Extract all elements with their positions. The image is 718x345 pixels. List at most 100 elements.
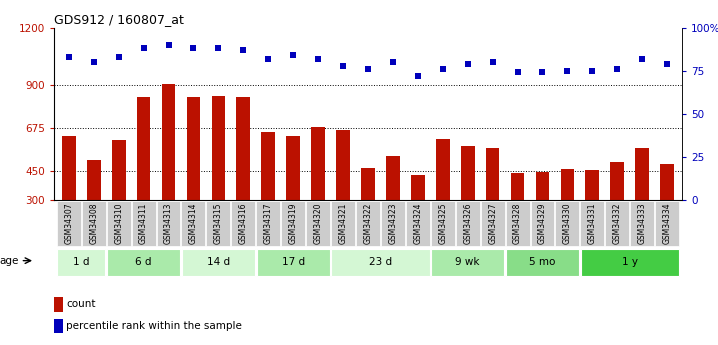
Text: GSM34330: GSM34330 [563, 203, 572, 244]
Point [412, 73, 424, 79]
Text: GSM34320: GSM34320 [314, 203, 322, 244]
Point [337, 63, 349, 68]
Bar [107, 200, 131, 246]
Bar [381, 200, 405, 246]
Bar [510, 173, 524, 200]
Bar [261, 132, 275, 200]
Point [287, 52, 299, 58]
Text: GSM34317: GSM34317 [264, 203, 273, 244]
Bar [436, 139, 449, 200]
Text: 23 d: 23 d [369, 257, 392, 267]
Bar [331, 200, 355, 246]
Text: GSM34331: GSM34331 [588, 203, 597, 244]
Bar [336, 130, 350, 200]
Bar [236, 97, 250, 200]
Text: GSM34324: GSM34324 [414, 203, 422, 244]
Bar [306, 200, 330, 246]
Text: GSM34328: GSM34328 [513, 203, 522, 244]
Point [661, 61, 673, 67]
Bar [480, 200, 505, 246]
Bar [182, 200, 205, 246]
Text: GSM34327: GSM34327 [488, 203, 497, 244]
Bar [54, 297, 63, 312]
Text: GSM34325: GSM34325 [438, 203, 447, 244]
Point [612, 66, 623, 72]
Point [512, 70, 523, 75]
Bar [406, 200, 430, 246]
Point [462, 61, 473, 67]
Point [187, 46, 199, 51]
Text: 14 d: 14 d [207, 257, 230, 267]
Point [213, 46, 224, 51]
Bar [112, 140, 126, 200]
Text: GSM34323: GSM34323 [388, 203, 397, 244]
Point [312, 56, 324, 61]
Bar [536, 172, 549, 200]
Bar [561, 169, 574, 200]
Text: GSM34322: GSM34322 [363, 203, 373, 244]
Text: GSM34316: GSM34316 [239, 203, 248, 244]
Text: GSM34313: GSM34313 [164, 203, 173, 244]
Bar [136, 97, 151, 200]
Text: 1 d: 1 d [73, 257, 90, 267]
Text: count: count [67, 299, 96, 309]
Point [63, 54, 75, 60]
Bar [207, 200, 230, 246]
Bar [231, 200, 256, 246]
Bar [635, 148, 649, 200]
Bar [580, 200, 605, 246]
Text: GSM34315: GSM34315 [214, 203, 223, 244]
Text: GSM34311: GSM34311 [139, 203, 148, 244]
Bar [157, 200, 180, 246]
Bar [62, 136, 75, 200]
Text: GSM34310: GSM34310 [114, 203, 123, 244]
Bar [187, 97, 200, 200]
Point [263, 56, 274, 61]
Text: GSM34326: GSM34326 [463, 203, 472, 244]
Bar [312, 127, 325, 200]
Text: GSM34319: GSM34319 [289, 203, 298, 244]
Bar [431, 248, 504, 276]
Bar [256, 248, 330, 276]
Point [537, 70, 549, 75]
Point [587, 68, 598, 73]
Text: 9 wk: 9 wk [455, 257, 480, 267]
Bar [57, 200, 80, 246]
Point [636, 56, 648, 61]
Bar [610, 162, 624, 200]
Text: GDS912 / 160807_at: GDS912 / 160807_at [54, 13, 184, 27]
Bar [605, 200, 629, 246]
Bar [212, 96, 225, 200]
Bar [585, 170, 600, 200]
Bar [456, 200, 480, 246]
Bar [431, 200, 454, 246]
Bar [182, 248, 255, 276]
Bar [486, 148, 500, 200]
Bar [54, 319, 63, 333]
Point [163, 42, 174, 48]
Bar [107, 248, 180, 276]
Bar [386, 156, 400, 200]
Bar [531, 200, 554, 246]
Text: GSM34307: GSM34307 [65, 203, 73, 244]
Text: GSM34308: GSM34308 [89, 203, 98, 244]
Text: 1 y: 1 y [622, 257, 638, 267]
Bar [256, 200, 280, 246]
Bar [131, 200, 156, 246]
Bar [162, 84, 175, 200]
Text: 17 d: 17 d [281, 257, 304, 267]
Bar [82, 200, 106, 246]
Bar [655, 200, 679, 246]
Bar [661, 164, 674, 200]
Text: percentile rank within the sample: percentile rank within the sample [67, 321, 242, 331]
Bar [281, 200, 305, 246]
Bar [57, 248, 106, 276]
Point [113, 54, 124, 60]
Bar [506, 248, 579, 276]
Bar [361, 168, 375, 200]
Bar [356, 200, 380, 246]
Text: GSM34333: GSM34333 [638, 203, 647, 244]
Bar [461, 146, 475, 200]
Text: GSM34332: GSM34332 [612, 203, 622, 244]
Bar [581, 248, 679, 276]
